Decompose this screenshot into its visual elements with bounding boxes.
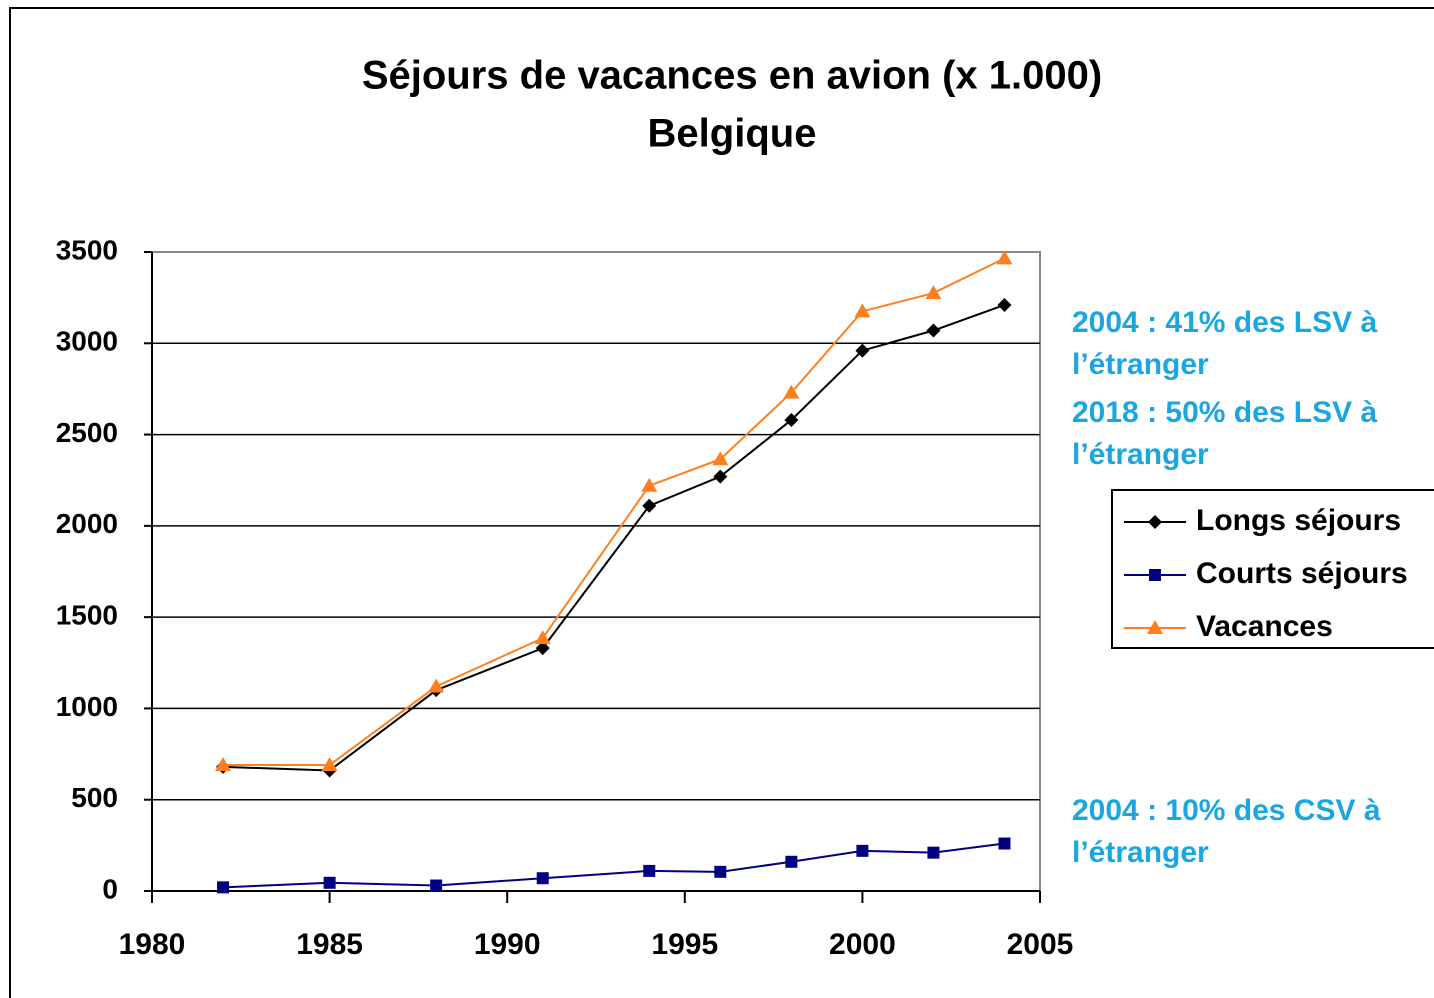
- data-point: [215, 757, 232, 772]
- data-point: [926, 323, 941, 338]
- data-point: [535, 641, 550, 656]
- data-point: [784, 412, 799, 427]
- y-tick-label: 3000: [56, 326, 118, 357]
- series-line: [223, 304, 1005, 772]
- data-point: [925, 285, 942, 300]
- data-point: [321, 757, 338, 772]
- chart-subtitle: Belgique: [648, 112, 817, 156]
- x-tick-label: 1995: [651, 928, 718, 961]
- data-point: [712, 451, 729, 466]
- data-point: [998, 837, 1011, 850]
- data-point: [536, 872, 549, 885]
- y-tick-label: 2000: [56, 508, 118, 539]
- chart-title: Séjours de vacances en avion (x 1.000): [362, 54, 1102, 98]
- legend-box: [1111, 489, 1434, 649]
- x-tick-label: 2000: [829, 928, 896, 961]
- legend-label: Longs séjours: [1196, 504, 1401, 537]
- y-tick-label: 500: [71, 782, 118, 813]
- y-tick-label: 0: [102, 873, 118, 904]
- x-tick-label: 1990: [474, 928, 541, 961]
- data-point: [856, 844, 869, 857]
- y-tick-label: 1000: [56, 691, 118, 722]
- x-tick-label: 1985: [296, 928, 363, 961]
- x-tick-label: 1980: [119, 928, 186, 961]
- annotation: 2004 : 10% des CSV à l’étranger: [1072, 794, 1381, 869]
- annotation: 2004 : 41% des LSV à l’étranger: [1072, 306, 1378, 381]
- data-point: [854, 303, 871, 318]
- y-tick-label: 2500: [56, 417, 118, 448]
- y-tick-label: 1500: [56, 600, 118, 631]
- data-point: [996, 250, 1013, 265]
- x-tick-label: 2005: [1007, 928, 1074, 961]
- data-point: [783, 384, 800, 399]
- data-point: [855, 343, 870, 358]
- legend-label: Vacances: [1196, 610, 1333, 643]
- data-point: [643, 864, 656, 877]
- data-point: [641, 477, 658, 492]
- legend-marker: [1149, 569, 1161, 581]
- series-line: [222, 842, 1005, 889]
- plot-border: [152, 251, 1041, 891]
- data-point: [927, 846, 940, 859]
- legend-marker: [1148, 515, 1162, 529]
- annotation: 2018 : 50% des LSV à l’étranger: [1072, 396, 1378, 471]
- data-point: [323, 876, 336, 889]
- data-point: [217, 881, 230, 894]
- data-point: [642, 498, 657, 513]
- data-point: [534, 630, 551, 645]
- series-line: [223, 257, 1005, 767]
- legend-marker: [1147, 620, 1163, 634]
- data-point: [428, 678, 445, 693]
- data-point: [997, 297, 1012, 312]
- frame: [9, 7, 1434, 998]
- data-point: [430, 879, 443, 892]
- y-tick-label: 3500: [56, 234, 118, 265]
- data-point: [785, 855, 798, 868]
- legend-label: Courts séjours: [1196, 557, 1408, 590]
- data-point: [714, 865, 727, 878]
- data-point: [713, 469, 728, 484]
